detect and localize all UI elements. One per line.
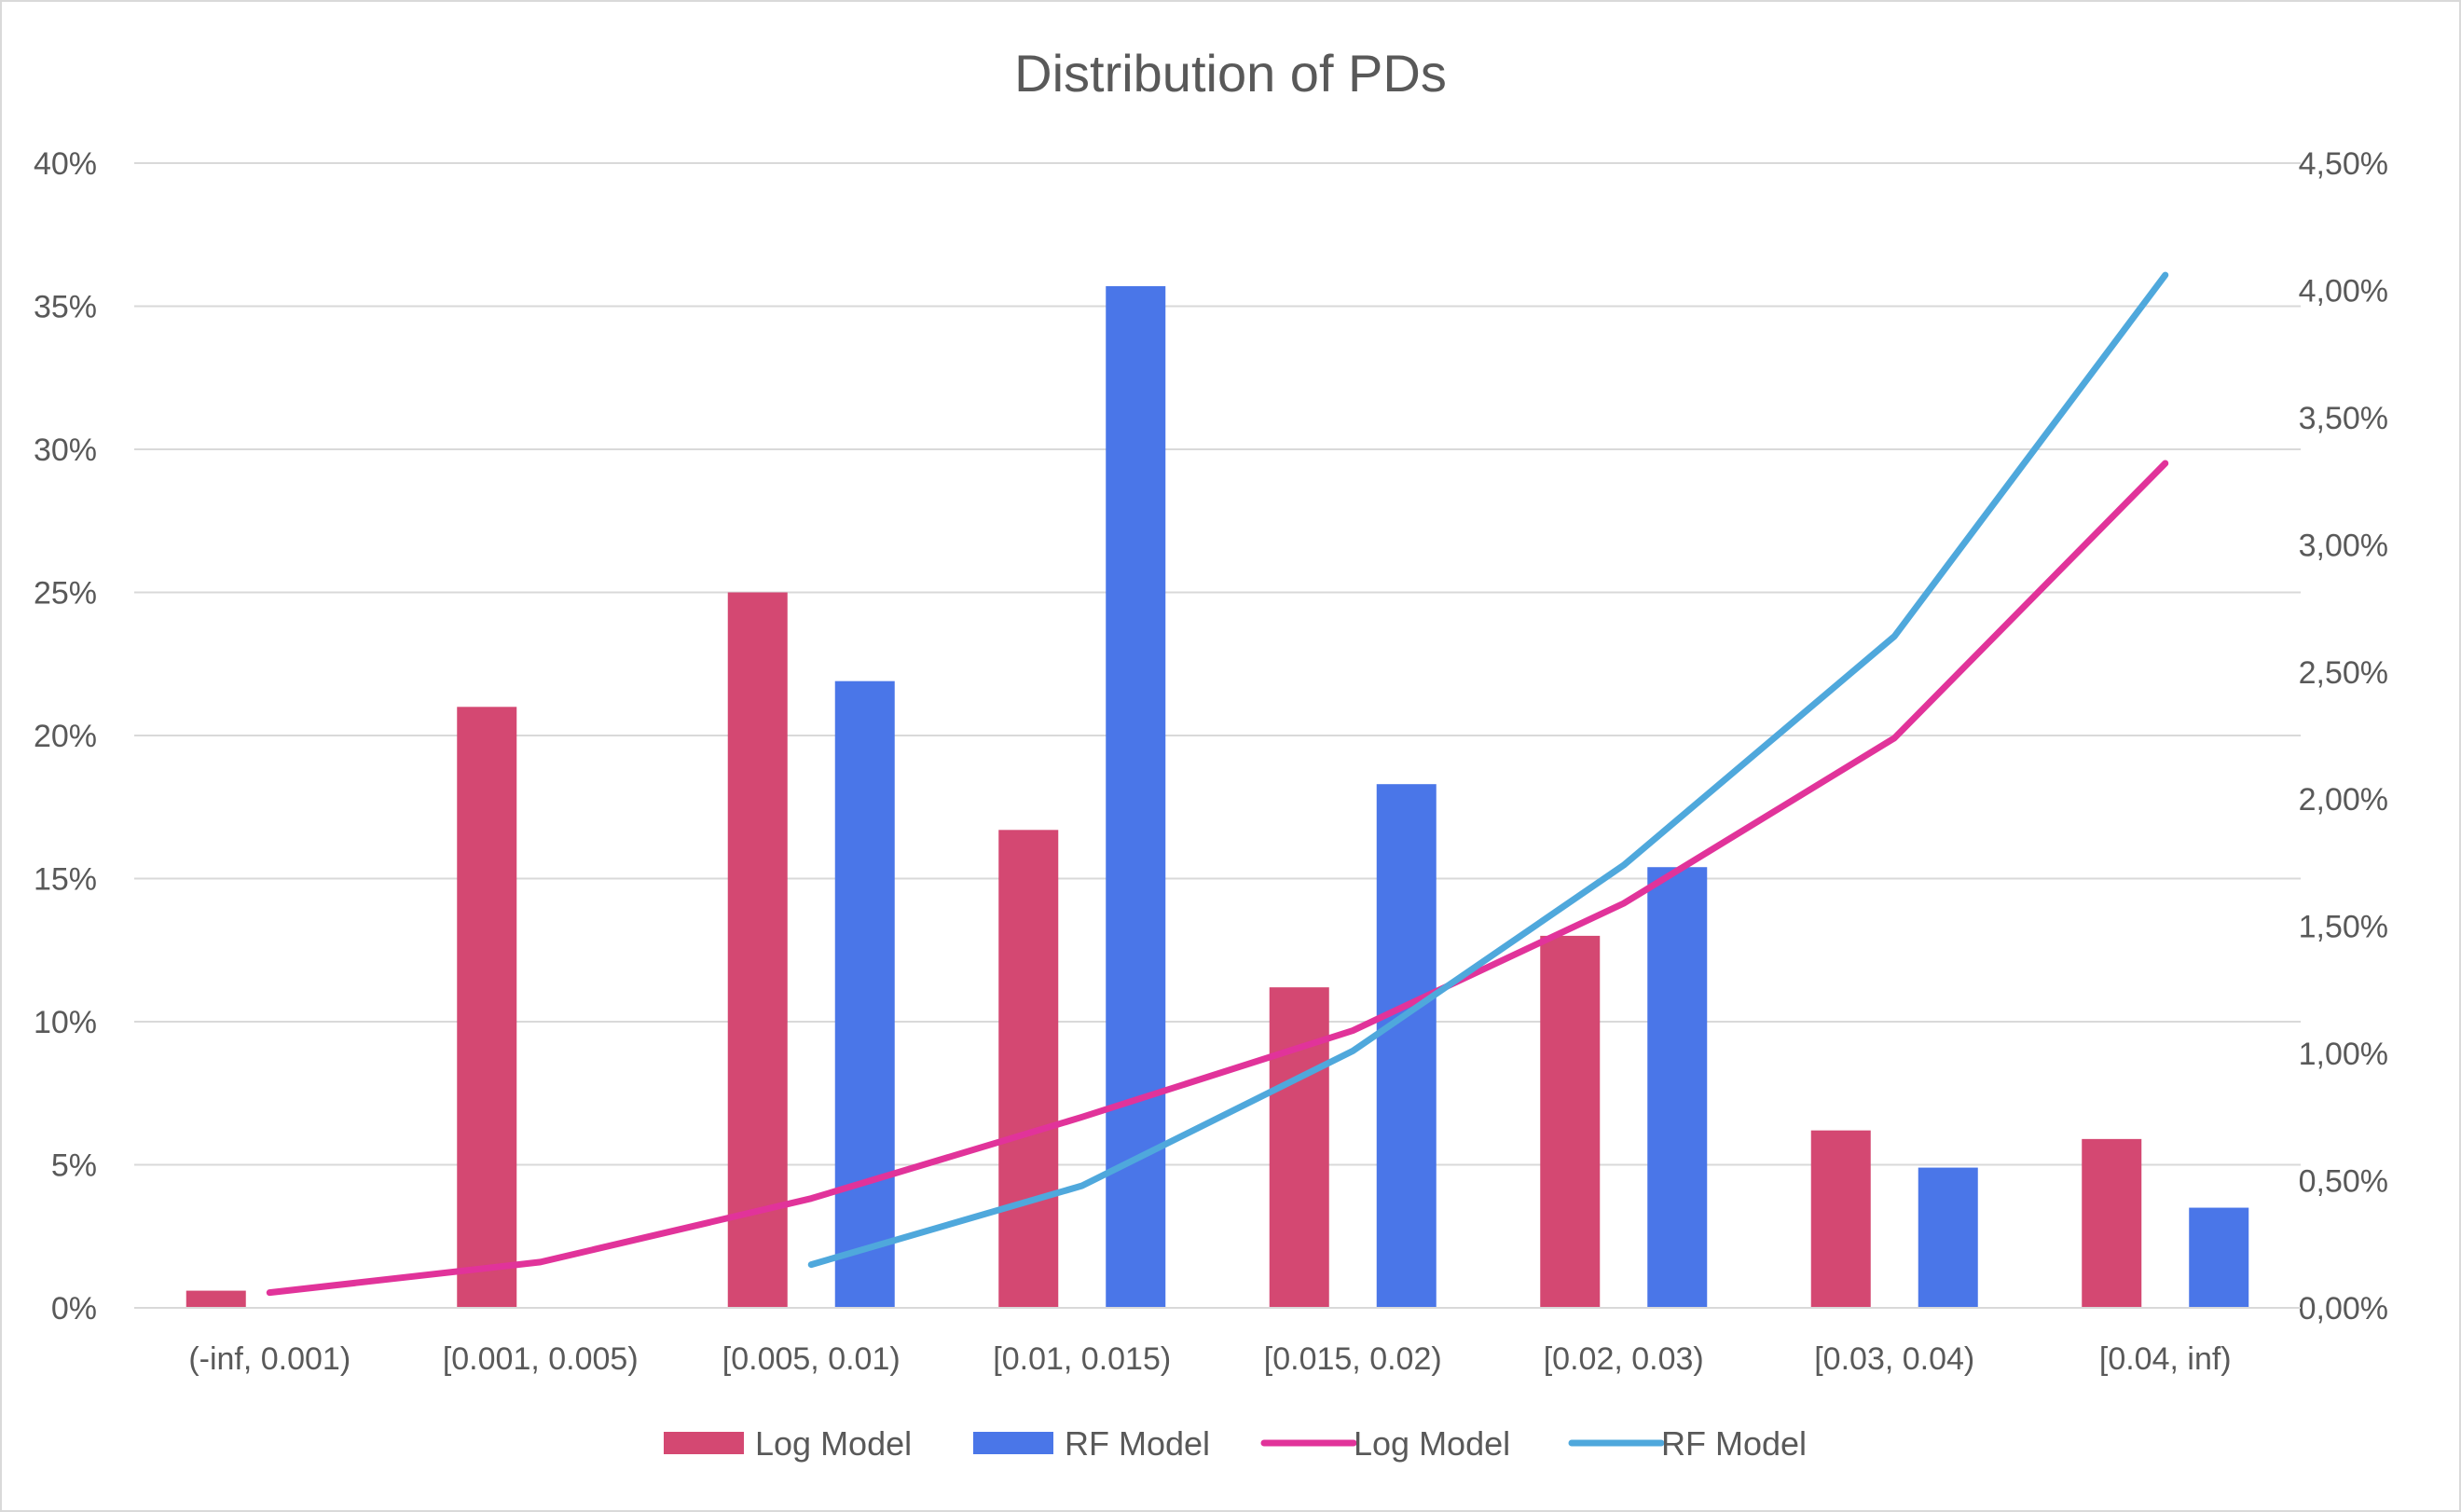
y-right-tick-label: 1,00% xyxy=(2299,1037,2388,1072)
legend-label: Log Model xyxy=(755,1424,912,1463)
y-right-tick-label: 2,50% xyxy=(2299,655,2388,691)
y-right-tick-label: 2,00% xyxy=(2299,782,2388,818)
bar-log-model xyxy=(2082,1138,2142,1308)
x-axis: (-inf, 0.001) [0.001, 0.005) [0.005, 0.01)… xyxy=(134,1307,2301,1377)
x-tick-label: [0.01, 0.015) xyxy=(993,1341,1171,1377)
y-right-tick-label: 4,50% xyxy=(2299,146,2388,182)
y-right-tick-label: 3,50% xyxy=(2299,401,2388,436)
bar-log-model xyxy=(1540,935,1601,1308)
bar-log-model xyxy=(998,830,1059,1308)
line-rf-model xyxy=(807,271,2169,1269)
bar-rf-model xyxy=(1918,1167,1978,1308)
left-axis: 0% 5% 10% 15% 20% 25% 30% 35% 40% xyxy=(34,146,97,1326)
y-left-tick-label: 10% xyxy=(34,1005,97,1040)
legend-swatch-bar xyxy=(973,1432,1053,1454)
y-right-tick-label: 3,00% xyxy=(2299,528,2388,563)
lines xyxy=(266,271,2169,1297)
bar-log-model xyxy=(186,1290,246,1308)
y-left-tick-label: 30% xyxy=(34,433,97,468)
bar-rf-model xyxy=(1376,784,1437,1308)
x-tick-label: (-inf, 0.001) xyxy=(188,1341,351,1377)
bar-rf-model xyxy=(1106,286,1166,1308)
x-tick-label: [0.015, 0.02) xyxy=(1264,1341,1442,1377)
bar-rf-model xyxy=(834,680,895,1308)
y-left-tick-label: 35% xyxy=(34,290,97,325)
chart-title: Distribution of PDs xyxy=(1014,44,1447,103)
y-right-tick-label: 4,00% xyxy=(2299,273,2388,309)
bars xyxy=(186,286,2249,1308)
right-axis: 0,00% 0,50% 1,00% 1,50% 2,00% 2,50% 3,00% 3,50%… xyxy=(2299,146,2388,1326)
bar-log-model xyxy=(727,592,788,1308)
bar-rf-model xyxy=(2189,1207,2249,1308)
x-tick-label: [0.02, 0.03) xyxy=(1544,1341,1704,1377)
legend-label: RF Model xyxy=(1661,1424,1807,1463)
bar-log-model xyxy=(1810,1130,1871,1308)
bar-log-model xyxy=(1269,987,1329,1308)
y-left-tick-label: 5% xyxy=(51,1148,97,1184)
legend-label: RF Model xyxy=(1065,1424,1210,1463)
y-right-tick-label: 1,50% xyxy=(2299,910,2388,945)
bar-rf-model xyxy=(1647,867,1708,1308)
y-right-tick-label: 0,00% xyxy=(2299,1291,2388,1326)
line-log-model xyxy=(266,460,2169,1297)
bar-log-model xyxy=(457,707,517,1308)
legend: Log Model RF Model Log Model RF Model xyxy=(664,1424,1807,1463)
y-left-tick-label: 0% xyxy=(51,1291,97,1326)
legend-label: Log Model xyxy=(1354,1424,1510,1463)
y-left-tick-label: 25% xyxy=(34,576,97,612)
x-tick-label: [0.005, 0.01) xyxy=(722,1341,901,1377)
y-right-tick-label: 0,50% xyxy=(2299,1164,2388,1200)
x-tick-label: [0.001, 0.005) xyxy=(443,1341,639,1377)
x-tick-label: [0.03, 0.04) xyxy=(1814,1341,1974,1377)
y-left-tick-label: 15% xyxy=(34,862,97,898)
y-left-tick-label: 40% xyxy=(34,146,97,182)
x-tick-label: [0.04, inf) xyxy=(2099,1341,2232,1377)
y-left-tick-label: 20% xyxy=(34,719,97,754)
legend-swatch-bar xyxy=(664,1432,744,1454)
